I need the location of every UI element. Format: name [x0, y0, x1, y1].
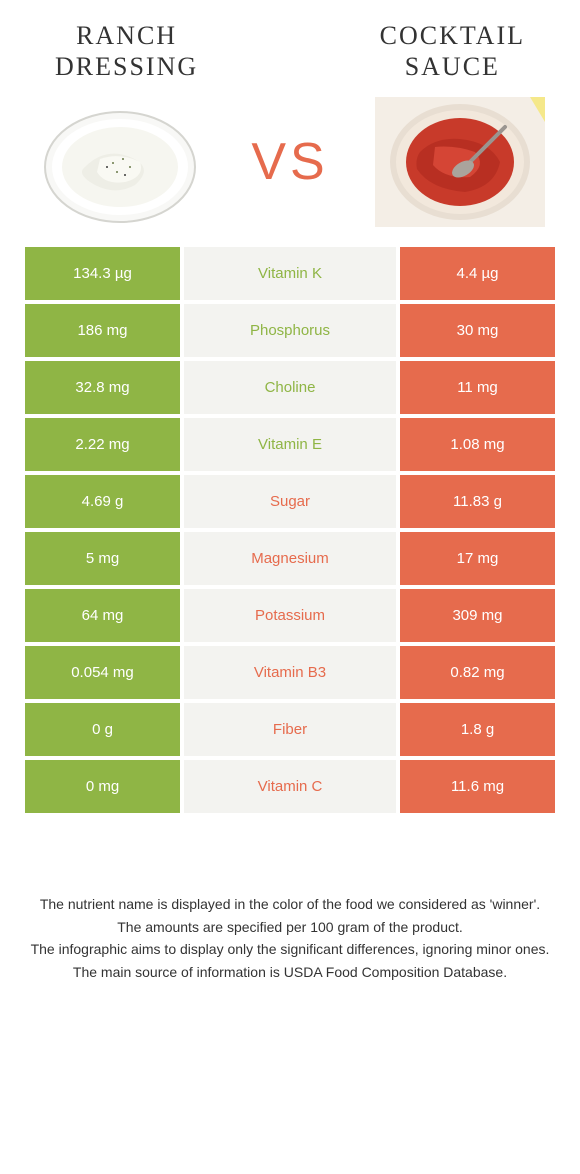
right-value: 309 mg: [400, 589, 555, 642]
right-value: 11 mg: [400, 361, 555, 414]
right-value: 4.4 µg: [400, 247, 555, 300]
left-value: 32.8 mg: [25, 361, 180, 414]
table-row: 134.3 µgVitamin K4.4 µg: [25, 247, 555, 300]
footer-line: The amounts are specified per 100 gram o…: [25, 916, 555, 938]
right-value: 0.82 mg: [400, 646, 555, 699]
nutrient-name: Vitamin K: [184, 247, 396, 300]
left-food-title: RANCH DRESSING: [55, 20, 198, 82]
table-row: 5 mgMagnesium17 mg: [25, 532, 555, 585]
header: RANCH DRESSING COCKTAIL SAUCE: [25, 20, 555, 82]
right-value: 1.8 g: [400, 703, 555, 756]
left-value: 186 mg: [25, 304, 180, 357]
left-value: 0 g: [25, 703, 180, 756]
ranch-image: [35, 97, 205, 227]
cocktail-image: [375, 97, 545, 227]
left-value: 134.3 µg: [25, 247, 180, 300]
right-value: 11.6 mg: [400, 760, 555, 813]
table-row: 64 mgPotassium309 mg: [25, 589, 555, 642]
vs-label: VS: [251, 132, 328, 192]
nutrient-name: Vitamin C: [184, 760, 396, 813]
right-food-title: COCKTAIL SAUCE: [380, 20, 525, 82]
footer-line: The main source of information is USDA F…: [25, 961, 555, 983]
left-value: 2.22 mg: [25, 418, 180, 471]
table-row: 0 mgVitamin C11.6 mg: [25, 760, 555, 813]
nutrient-name: Choline: [184, 361, 396, 414]
footer-notes: The nutrient name is displayed in the co…: [25, 893, 555, 983]
footer-line: The nutrient name is displayed in the co…: [25, 893, 555, 915]
table-row: 0 gFiber1.8 g: [25, 703, 555, 756]
left-value: 64 mg: [25, 589, 180, 642]
right-value: 17 mg: [400, 532, 555, 585]
images-row: VS: [25, 97, 555, 227]
table-row: 2.22 mgVitamin E1.08 mg: [25, 418, 555, 471]
left-value: 5 mg: [25, 532, 180, 585]
nutrient-name: Vitamin B3: [184, 646, 396, 699]
left-value: 0 mg: [25, 760, 180, 813]
left-value: 4.69 g: [25, 475, 180, 528]
nutrient-name: Phosphorus: [184, 304, 396, 357]
nutrient-name: Sugar: [184, 475, 396, 528]
table-row: 32.8 mgCholine11 mg: [25, 361, 555, 414]
table-row: 4.69 gSugar11.83 g: [25, 475, 555, 528]
table-row: 186 mgPhosphorus30 mg: [25, 304, 555, 357]
right-value: 11.83 g: [400, 475, 555, 528]
right-value: 30 mg: [400, 304, 555, 357]
nutrient-name: Fiber: [184, 703, 396, 756]
nutrient-name: Vitamin E: [184, 418, 396, 471]
nutrient-name: Magnesium: [184, 532, 396, 585]
footer-line: The infographic aims to display only the…: [25, 938, 555, 960]
table-row: 0.054 mgVitamin B30.82 mg: [25, 646, 555, 699]
left-value: 0.054 mg: [25, 646, 180, 699]
comparison-table: 134.3 µgVitamin K4.4 µg186 mgPhosphorus3…: [25, 247, 555, 813]
right-value: 1.08 mg: [400, 418, 555, 471]
nutrient-name: Potassium: [184, 589, 396, 642]
